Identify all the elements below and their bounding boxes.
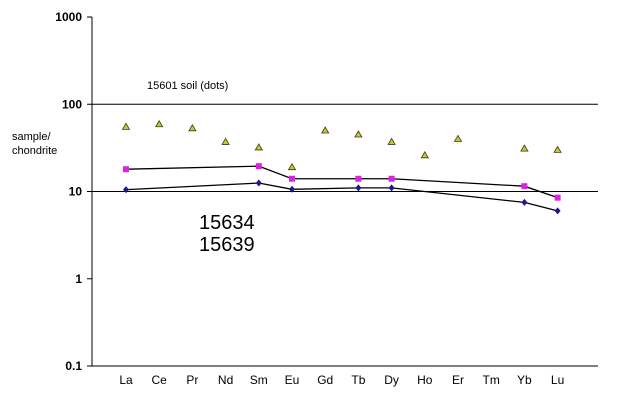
x-tick-label-yb: Yb: [517, 373, 532, 387]
point-15639-lu: [554, 207, 561, 215]
point-15634-dy: [388, 175, 395, 182]
y-tick-label-1000: 1000: [55, 10, 82, 24]
point-15634-tb: [355, 175, 362, 182]
y-tick-label-0.1: 0.1: [65, 359, 82, 373]
soil-series-annotation: 15601 soil (dots): [147, 80, 228, 92]
x-tick-label-sm: Sm: [250, 373, 268, 387]
point-15639-yb: [521, 198, 528, 206]
x-tick-label-gd: Gd: [317, 373, 333, 387]
series-layer: [121, 119, 562, 215]
point-15634-sm: [255, 163, 262, 170]
x-tick-label-lu: Lu: [551, 373, 564, 387]
x-tick-label-dy: Dy: [384, 373, 399, 387]
point-15639-sm: [255, 179, 262, 187]
sample-15634-annotation: 15634: [199, 212, 255, 234]
grid-layer: [92, 103, 598, 192]
y-tick-label-10: 10: [69, 185, 83, 199]
y-axis-label-line-2: chondrite: [12, 145, 57, 157]
x-tick-label-er: Er: [452, 373, 464, 387]
point-15639-eu: [289, 185, 295, 193]
point-15639-la: [123, 186, 129, 194]
point-15601-soil-dots-tb: [354, 130, 363, 138]
point-15639-dy: [388, 184, 395, 192]
point-15601-soil-dots-lu: [553, 145, 562, 153]
point-15634-eu: [289, 175, 295, 182]
x-tick-label-ce: Ce: [152, 373, 168, 387]
point-15634-la: [123, 166, 129, 173]
point-15601-soil-dots-er: [453, 134, 463, 142]
point-15601-soil-dots-nd: [221, 137, 230, 145]
label-layer: sample/ chondrite 15601 soil (dots) 1563…: [12, 80, 255, 256]
point-15601-soil-dots-ce: [155, 119, 164, 128]
point-15601-soil-dots-sm: [254, 143, 263, 151]
point-15601-soil-dots-dy: [387, 137, 396, 145]
y-axis-label-line-1: sample/: [12, 131, 51, 143]
point-15634-lu: [554, 194, 561, 201]
sample-15639-annotation: 15639: [199, 234, 255, 256]
point-15639-tb: [355, 184, 362, 192]
x-tick-label-ho: Ho: [417, 373, 433, 387]
point-15601-soil-dots-eu: [287, 162, 297, 171]
point-15601-soil-dots-ho: [420, 150, 429, 159]
x-tick-label-eu: Eu: [285, 373, 300, 387]
point-15634-yb: [521, 183, 528, 190]
point-15601-soil-dots-la: [121, 122, 131, 130]
point-15601-soil-dots-yb: [520, 144, 529, 152]
y-tick-label-100: 100: [62, 97, 82, 111]
x-tick-label-nd: Nd: [218, 373, 233, 387]
x-tick-label-tm: Tm: [483, 373, 500, 387]
axes-layer: 0.1 1 10 100 1000 La Ce Pr Nd Sm Eu Gd Tb Dy Ho Er Tm Yb L…: [55, 10, 598, 387]
y-tick-label-1: 1: [75, 272, 82, 286]
point-15601-soil-dots-gd: [321, 126, 330, 134]
x-tick-label-la: La: [119, 373, 133, 387]
line-15634: [125, 165, 558, 199]
point-15601-soil-dots-pr: [188, 124, 197, 132]
line-15639: [125, 182, 558, 212]
x-tick-label-pr: Pr: [186, 373, 198, 387]
x-tick-label-tb: Tb: [351, 373, 365, 387]
